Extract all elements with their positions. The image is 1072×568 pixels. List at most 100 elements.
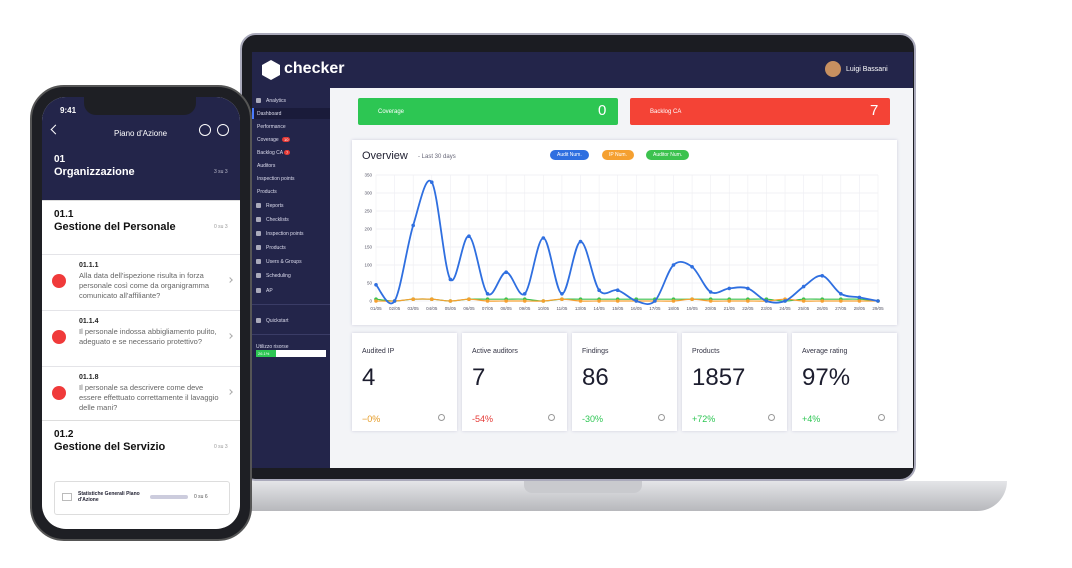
data-point — [708, 290, 713, 294]
data-point — [597, 299, 601, 303]
avatar — [825, 61, 841, 77]
section-progress: 3 su 3 — [214, 169, 228, 175]
data-point — [448, 299, 453, 303]
search-icon[interactable] — [438, 414, 445, 421]
x-tick-label: 03/05 — [408, 306, 420, 311]
data-point — [429, 297, 434, 302]
logo-icon — [262, 60, 280, 80]
stat-change: -30% — [582, 414, 604, 424]
section-name[interactable]: Organizzazione — [54, 166, 135, 178]
data-point — [429, 180, 434, 184]
footer-card[interactable] — [54, 481, 230, 515]
x-tick-label: 17/05 — [649, 306, 661, 311]
x-tick-label: 08/05 — [501, 306, 513, 311]
search-icon[interactable] — [878, 414, 885, 421]
section-code: 01.2 — [54, 429, 74, 440]
sidebar-item[interactable]: Checklists — [266, 217, 289, 223]
sidebar-item[interactable]: Quickstart — [266, 318, 289, 324]
item-text[interactable]: Alla data dell'ispezione risulta in forz… — [79, 271, 210, 300]
data-point — [801, 299, 806, 303]
sidebar-item[interactable]: Inspection points — [257, 176, 295, 182]
more-button[interactable] — [217, 124, 229, 136]
data-point — [876, 299, 880, 303]
menu-button[interactable] — [199, 124, 211, 136]
y-tick-label: 250 — [364, 209, 372, 214]
x-tick-label: 28/05 — [854, 306, 866, 311]
resources-label: Utilizzo risorse — [256, 344, 289, 350]
chevron — [227, 389, 233, 395]
sidebar-item[interactable]: Dashboard — [257, 111, 282, 117]
user-name[interactable]: Luigi Bassani — [846, 66, 888, 73]
stat-label: Active auditors — [472, 348, 518, 355]
sidebar-item[interactable]: Inspection points — [266, 231, 304, 237]
legend-item[interactable]: Auditor Num. — [646, 150, 690, 160]
data-point — [522, 299, 527, 303]
kpi-card[interactable] — [630, 98, 890, 125]
sidebar-item[interactable]: Performance — [257, 124, 286, 130]
x-tick-label: 10/05 — [538, 306, 550, 311]
y-tick-label: 0 — [369, 299, 372, 304]
sidebar-active — [252, 108, 330, 119]
data-point — [764, 299, 769, 303]
sidebar-item[interactable]: Users & Groups — [266, 259, 302, 265]
stat-change: −0% — [362, 414, 381, 424]
item-divider — [42, 310, 240, 311]
data-point — [504, 299, 508, 303]
item-code: 01.1.1 — [79, 262, 99, 269]
section-name[interactable]: Gestione del Servizio — [54, 441, 166, 453]
data-point — [671, 299, 676, 303]
phone: 9:41 Piano d'Azione 01 Organizzazione 3 su 3… — [30, 85, 252, 541]
search-icon[interactable] — [548, 414, 555, 421]
data-point — [560, 292, 564, 296]
data-point — [857, 299, 862, 303]
data-point — [485, 292, 490, 296]
sidebar-item[interactable]: Scheduling — [266, 273, 291, 279]
kpi-card[interactable] — [358, 98, 618, 125]
search-icon[interactable] — [658, 414, 665, 421]
stat-value: 97% — [802, 364, 851, 391]
legend-item[interactable]: IP Num. — [602, 150, 634, 160]
section-name[interactable]: Gestione del Personale — [54, 221, 176, 233]
section-code: 01.1 — [54, 209, 74, 220]
data-point — [746, 286, 750, 291]
sidebar-icon — [256, 203, 261, 208]
x-tick-label: 06/05 — [463, 306, 475, 311]
x-tick-label: 09/05 — [519, 306, 531, 311]
search-icon[interactable] — [768, 414, 775, 421]
stat-label: Average rating — [802, 348, 848, 355]
footer-label: Statistiche Generali Piano d'Azione — [78, 491, 140, 503]
legend-item[interactable]: Audit Num. — [550, 150, 589, 160]
kpi-label: Backlog CA — [650, 109, 682, 115]
phone-screen: 9:41 Piano d'Azione 01 Organizzazione 3 su 3… — [42, 97, 240, 529]
stat-change: -54% — [472, 414, 494, 424]
data-point — [448, 277, 453, 282]
y-tick-label: 50 — [367, 281, 373, 286]
sidebar-item[interactable]: Products — [257, 189, 277, 195]
stat-label: Products — [692, 348, 720, 355]
x-tick-label: 22/05 — [742, 306, 754, 311]
stat-value: 86 — [582, 364, 609, 391]
brand[interactable]: checker — [284, 60, 345, 77]
item-text[interactable]: Il personale indossa abbigliamento pulit… — [79, 327, 217, 346]
data-point — [467, 234, 471, 238]
chevron — [227, 333, 233, 339]
sidebar-item[interactable]: Products — [266, 245, 286, 251]
data-point — [615, 288, 620, 293]
sidebar-item[interactable]: Analytics — [266, 98, 287, 104]
data-point — [411, 297, 415, 302]
sidebar-item[interactable]: AP — [266, 288, 273, 294]
series-line — [375, 298, 878, 302]
sidebar-item[interactable]: Backlog CA — [257, 150, 284, 156]
sidebar-item[interactable]: Auditors — [257, 163, 276, 169]
sidebar-item[interactable]: Coverage — [257, 137, 279, 143]
x-tick-label: 21/05 — [724, 306, 736, 311]
sidebar-item[interactable]: Reports — [266, 203, 284, 209]
item-text[interactable]: Il personale sa descrivere come deve ess… — [79, 383, 219, 412]
sidebar-icon — [256, 288, 261, 293]
item-code: 01.1.4 — [79, 318, 99, 325]
sidebar-icon — [256, 217, 261, 222]
data-point — [727, 299, 732, 303]
data-point — [578, 299, 583, 303]
stat-value: 4 — [362, 364, 376, 391]
data-point — [541, 299, 546, 303]
